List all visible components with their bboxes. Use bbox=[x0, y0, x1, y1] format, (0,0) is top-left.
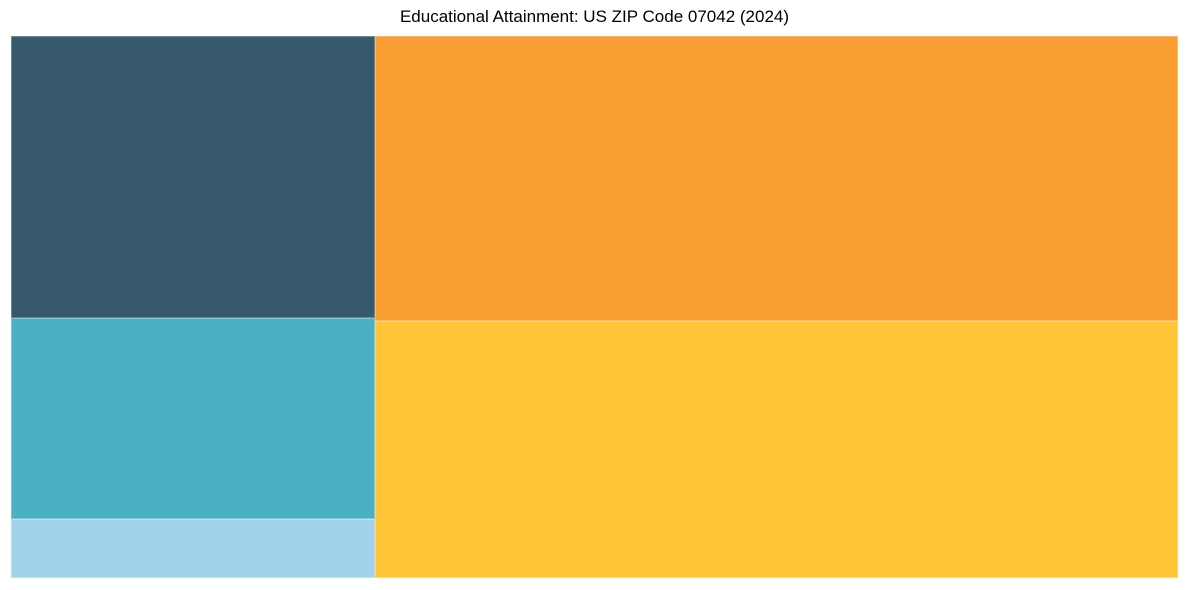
treemap-tile-5[interactable] bbox=[374, 320, 1178, 578]
treemap-tile-4[interactable] bbox=[374, 36, 1178, 321]
treemap-chart bbox=[11, 36, 1178, 578]
treemap-tile-1[interactable] bbox=[11, 36, 375, 318]
treemap-tile-2[interactable] bbox=[11, 318, 375, 520]
chart-title: Educational Attainment: US ZIP Code 0704… bbox=[399, 7, 790, 26]
treemap-tile-3[interactable] bbox=[11, 519, 375, 578]
